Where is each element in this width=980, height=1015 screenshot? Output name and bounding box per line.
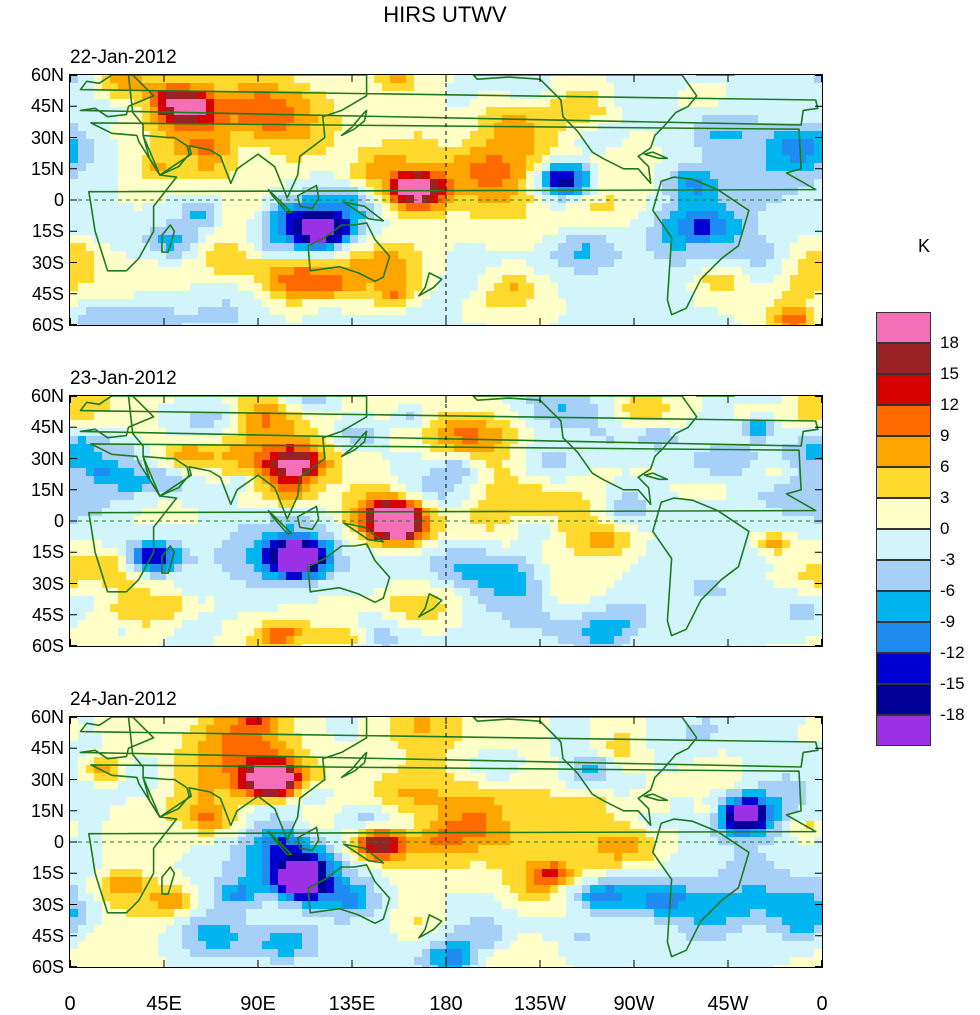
latitude-tick-label: 45N xyxy=(4,739,64,757)
colorbar-swatch xyxy=(876,529,931,560)
latitude-tick-label: 15N xyxy=(4,160,64,178)
anomaly-map-panel xyxy=(70,717,822,967)
colorbar-tick-label: 18 xyxy=(940,334,976,352)
latitude-tick-label: 15S xyxy=(4,222,64,240)
panel-date-label: 23-Jan-2012 xyxy=(70,368,177,390)
colorbar-tick-label: -6 xyxy=(940,582,976,600)
latitude-tick-label: 15N xyxy=(4,802,64,820)
colorbar-swatch xyxy=(876,684,931,715)
colorbar-swatch xyxy=(876,622,931,653)
latitude-tick-label: 0 xyxy=(4,512,64,530)
anomaly-field xyxy=(70,396,822,646)
colorbar-swatch xyxy=(876,312,931,343)
colorbar-swatch xyxy=(876,653,931,684)
longitude-tick-label: 0 xyxy=(40,994,100,1014)
latitude-tick-label: 30N xyxy=(4,771,64,789)
latitude-tick-label: 60N xyxy=(4,387,64,405)
colorbar-unit: K xyxy=(918,236,930,257)
anomaly-map-panel xyxy=(70,396,822,646)
latitude-tick-label: 30N xyxy=(4,129,64,147)
longitude-tick-label: 45W xyxy=(698,994,758,1014)
colorbar-tick-label: 3 xyxy=(940,489,976,507)
colorbar-swatch xyxy=(876,591,931,622)
panel-date-label: 24-Jan-2012 xyxy=(70,689,177,711)
latitude-tick-label: 45S xyxy=(4,927,64,945)
colorbar-tick-label: -15 xyxy=(940,675,976,693)
latitude-tick-label: 30S xyxy=(4,575,64,593)
chart-title: HIRS UTWV xyxy=(0,0,890,30)
latitude-tick-label: 45N xyxy=(4,97,64,115)
colorbar-swatch xyxy=(876,405,931,436)
colorbar-tick-label: 12 xyxy=(940,396,976,414)
colorbar-swatch xyxy=(876,715,931,746)
latitude-tick-label: 60N xyxy=(4,66,64,84)
latitude-tick-label: 0 xyxy=(4,833,64,851)
colorbar-swatch xyxy=(876,467,931,498)
longitude-tick-label: 135W xyxy=(510,994,570,1014)
colorbar-tick-label: -18 xyxy=(940,706,976,724)
colorbar-swatch xyxy=(876,436,931,467)
longitude-tick-label: 90E xyxy=(228,994,288,1014)
longitude-tick-label: 0 xyxy=(792,994,852,1014)
colorbar-tick-label: 6 xyxy=(940,458,976,476)
latitude-tick-label: 30S xyxy=(4,254,64,272)
colorbar-swatch xyxy=(876,343,931,374)
latitude-tick-label: 60S xyxy=(4,958,64,976)
latitude-tick-label: 45N xyxy=(4,418,64,436)
longitude-tick-label: 45E xyxy=(134,994,194,1014)
anomaly-field xyxy=(70,717,822,967)
colorbar-tick-label: -3 xyxy=(940,551,976,569)
latitude-tick-label: 15N xyxy=(4,481,64,499)
latitude-tick-label: 60S xyxy=(4,637,64,655)
anomaly-field xyxy=(70,75,822,325)
colorbar-tick-label: -9 xyxy=(940,613,976,631)
colorbar-swatch xyxy=(876,374,931,405)
colorbar-tick-label: 9 xyxy=(940,427,976,445)
colorbar-tick-label: 0 xyxy=(940,520,976,538)
latitude-tick-label: 15S xyxy=(4,864,64,882)
longitude-tick-label: 135E xyxy=(322,994,382,1014)
latitude-tick-label: 0 xyxy=(4,191,64,209)
latitude-tick-label: 45S xyxy=(4,606,64,624)
longitude-tick-label: 180 xyxy=(416,994,476,1014)
longitude-tick-label: 90W xyxy=(604,994,664,1014)
colorbar-swatch xyxy=(876,560,931,591)
latitude-tick-label: 60N xyxy=(4,708,64,726)
latitude-tick-label: 60S xyxy=(4,316,64,334)
latitude-tick-label: 45S xyxy=(4,285,64,303)
colorbar-tick-label: 15 xyxy=(940,365,976,383)
colorbar-swatch xyxy=(876,498,931,529)
panel-date-label: 22-Jan-2012 xyxy=(70,47,177,69)
latitude-tick-label: 30S xyxy=(4,896,64,914)
anomaly-map-panel xyxy=(70,75,822,325)
latitude-tick-label: 15S xyxy=(4,543,64,561)
latitude-tick-label: 30N xyxy=(4,450,64,468)
colorbar-tick-label: -12 xyxy=(940,644,976,662)
